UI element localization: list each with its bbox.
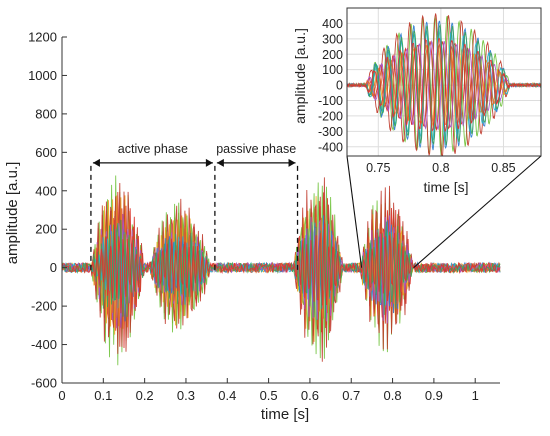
inset-x-axis-title: time [s] xyxy=(423,179,468,195)
connector-line-right xyxy=(413,155,542,269)
inset-series-line xyxy=(347,37,541,133)
inset-y-tick-label: -300 xyxy=(318,125,343,139)
main-x-tick-label: 0.8 xyxy=(384,388,402,403)
main-y-tick-label: 800 xyxy=(35,106,57,121)
inset-y-tick-label: 0 xyxy=(336,79,343,93)
main-x-tick-label: 0.4 xyxy=(218,388,236,403)
inset-y-tick-label: 300 xyxy=(322,32,343,46)
main-y-tick-label: 1000 xyxy=(28,68,57,83)
inset-y-tick-label: -400 xyxy=(318,140,343,154)
main-x-tick-label: 0.2 xyxy=(136,388,154,403)
main-axes: 0 0.1 0.2 0.3 0.4 0.5 0.6 0.7 0.8 0.9 1 -600 -400 -20… xyxy=(28,30,500,403)
main-signal-traces xyxy=(61,175,501,366)
inset-x-tick-label: 0.85 xyxy=(491,161,515,175)
main-y-tick-label: -200 xyxy=(31,299,57,314)
inset-y-tick-label: 100 xyxy=(322,63,343,77)
main-annotations: active phase passive phase xyxy=(90,142,299,272)
main-x-axis-title: time [s] xyxy=(261,406,309,423)
main-series-line xyxy=(61,219,501,314)
main-y-tick-label: 200 xyxy=(35,222,57,237)
main-y-tick-label: -600 xyxy=(31,376,57,391)
main-x-tick-label: 0.1 xyxy=(94,388,112,403)
arrowhead xyxy=(288,158,296,167)
zoom-connector-lines xyxy=(346,155,542,269)
inset-x-tick-label: 0.8 xyxy=(432,161,449,175)
main-x-tick-label: 0.6 xyxy=(301,388,319,403)
inset-frame xyxy=(346,7,542,157)
active-phase-label: active phase xyxy=(118,142,188,156)
main-y-tick-label: 1200 xyxy=(28,30,57,45)
main-x-tick-label: 0 xyxy=(58,388,65,403)
main-y-tick-label: 0 xyxy=(50,260,57,275)
main-y-tick-label: 600 xyxy=(35,145,57,160)
main-y-axis-title: amplitude [a.u.] xyxy=(4,162,21,265)
arrowhead xyxy=(216,158,224,167)
inset-y-tick-label: -100 xyxy=(318,94,343,108)
main-x-tick-label: 0.9 xyxy=(425,388,443,403)
main-x-tick-label: 0.3 xyxy=(177,388,195,403)
inset-signal-traces xyxy=(347,13,541,156)
connector-line-left xyxy=(346,155,363,268)
inset-y-tick-label: 200 xyxy=(322,48,343,62)
inset-x-tick-label: 0.75 xyxy=(366,161,390,175)
inset-y-tick-label: 400 xyxy=(322,17,343,31)
arrowhead xyxy=(92,158,100,167)
inset-y-axis-title: amplitude [a.u.] xyxy=(292,28,308,124)
main-x-tick-label: 0.7 xyxy=(342,388,360,403)
passive-phase-label: passive phase xyxy=(216,142,296,156)
inset-series-line xyxy=(347,24,541,146)
main-x-tick-label: 0.5 xyxy=(260,388,278,403)
inset-series-line xyxy=(347,39,541,131)
main-x-tick-label: 1 xyxy=(472,388,479,403)
arrowhead xyxy=(205,158,213,167)
main-y-tick-label: 400 xyxy=(35,183,57,198)
main-y-tick-label: -400 xyxy=(31,337,57,352)
inset-y-tick-label: -200 xyxy=(318,109,343,123)
